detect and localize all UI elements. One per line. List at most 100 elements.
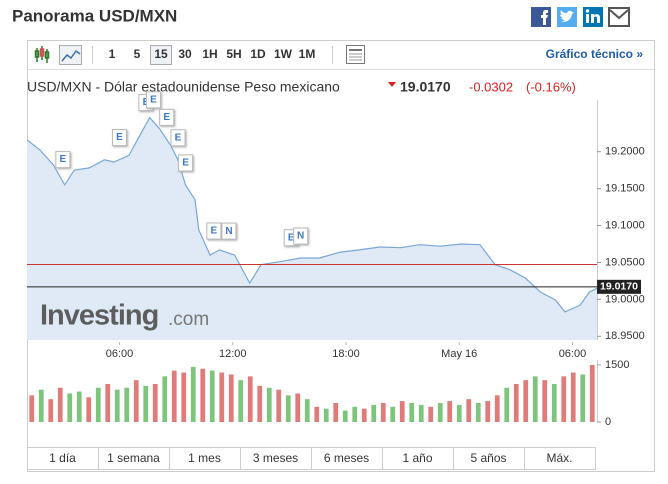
- title: Panorama USD/MXN: [12, 6, 177, 25]
- table-icon[interactable]: [346, 45, 365, 64]
- share-facebook[interactable]: [531, 7, 551, 27]
- volume-bar: [428, 406, 434, 422]
- volume-bar: [380, 402, 386, 422]
- event-marker[interactable]: [206, 222, 222, 240]
- event-marker[interactable]: [55, 151, 71, 169]
- interval-selected: [150, 45, 172, 65]
- share-email[interactable]: [608, 7, 630, 27]
- volume-bar: [570, 372, 576, 422]
- volume-bar: [171, 370, 177, 422]
- event-marker[interactable]: [293, 227, 309, 245]
- quote-change: -0.0302: [469, 79, 513, 94]
- interval-button[interactable]: 5H: [226, 47, 241, 61]
- volume-bar: [323, 408, 329, 422]
- volume-bar: [447, 401, 453, 422]
- range-label: 1 mes: [188, 451, 221, 465]
- quote-name: USD/MXN - Dólar estadounidense Peso mexi…: [27, 79, 340, 95]
- volume-bar: [266, 387, 272, 422]
- volume-bar: [143, 385, 149, 422]
- interval-button[interactable]: 1W: [274, 47, 293, 61]
- volume-bar: [133, 380, 139, 422]
- event-marker[interactable]: [145, 91, 161, 109]
- y-tick-label: 19.2000: [605, 146, 645, 158]
- event-label: E: [150, 94, 157, 105]
- volume-bar: [551, 383, 557, 422]
- interval-button[interactable]: 15: [154, 47, 168, 61]
- event-label: E: [211, 226, 218, 237]
- y-tick-label: 19.1000: [605, 219, 645, 231]
- down-arrow: [388, 82, 396, 87]
- range-label: 1 año: [402, 451, 432, 465]
- volume-bar: [76, 391, 82, 422]
- volume-bar: [409, 402, 415, 422]
- volume-bar: [95, 387, 101, 422]
- event-marker[interactable]: [221, 222, 237, 240]
- last-price-label: 19.0170: [600, 281, 638, 293]
- volume-bar: [304, 399, 310, 422]
- event-marker[interactable]: [111, 129, 127, 147]
- x-tick-label: 06:00: [559, 348, 587, 360]
- share-twitter[interactable]: [557, 7, 577, 27]
- interval-button[interactable]: 30: [178, 47, 192, 61]
- event-label: N: [225, 226, 232, 237]
- share-linkedin[interactable]: [583, 7, 603, 27]
- event-marker[interactable]: [170, 129, 186, 147]
- range-label: 1 día: [49, 451, 76, 465]
- volume-bar: [152, 383, 158, 422]
- interval-button[interactable]: 1M: [299, 47, 316, 61]
- volume-bar: [390, 406, 396, 422]
- x-tick-label: 06:00: [106, 348, 134, 360]
- x-tick-label: 18:00: [332, 348, 360, 360]
- volume-bar: [86, 397, 92, 422]
- event-label: E: [60, 154, 67, 165]
- quote-change-pct: (-0.16%): [526, 79, 576, 94]
- volume-bar: [504, 387, 510, 422]
- range-label: 5 años: [470, 451, 506, 465]
- volume-bar: [523, 380, 529, 422]
- candle-icon[interactable]: [34, 46, 50, 63]
- volume-bar: [57, 387, 63, 422]
- volume-tick-label: 1500: [605, 359, 629, 371]
- volume-bar: [456, 404, 462, 422]
- volume-tick-label: 0: [605, 416, 611, 428]
- event-label: E: [175, 132, 182, 143]
- event-label: E: [163, 112, 170, 123]
- volume-bar: [228, 374, 234, 422]
- volume-bar: [238, 380, 244, 422]
- volume-bar: [124, 387, 130, 422]
- volume-bar: [200, 368, 206, 422]
- line-icon[interactable]: [59, 45, 82, 65]
- area-fill: [27, 117, 597, 340]
- range-button[interactable]: [524, 447, 596, 470]
- y-tick-label: 18.9500: [605, 330, 645, 342]
- volume-bar: [352, 406, 358, 422]
- volume-bar: [561, 376, 567, 422]
- event-marker[interactable]: [159, 108, 175, 126]
- interval-button[interactable]: 1H: [202, 47, 217, 61]
- volume-bar: [361, 408, 367, 422]
- volume-bar: [247, 376, 253, 422]
- volume-bar: [276, 389, 282, 422]
- interval-button[interactable]: 1: [109, 47, 116, 61]
- event-label: N: [297, 231, 304, 242]
- last-price-box: [597, 279, 641, 294]
- interval-button[interactable]: 5: [134, 47, 141, 61]
- volume-bar: [38, 389, 44, 422]
- event-marker[interactable]: [178, 154, 194, 172]
- x-tick-label: 12:00: [219, 348, 247, 360]
- volume-bar: [494, 395, 500, 422]
- interval-button[interactable]: 1D: [250, 47, 266, 61]
- technical-chart-link[interactable]: Gráfico técnico »: [546, 47, 644, 61]
- volume-bar: [105, 383, 111, 422]
- y-tick-label: 19.0500: [605, 256, 645, 268]
- watermark-brand: Investing: [40, 300, 158, 332]
- x-tick-label: May 16: [441, 348, 477, 360]
- event-label: E: [182, 158, 189, 169]
- volume-bar: [209, 370, 215, 422]
- volume-bar: [532, 376, 538, 422]
- range-label: 3 meses: [253, 451, 298, 465]
- event-label: E: [116, 132, 123, 143]
- volume-bar: [67, 393, 73, 422]
- volume-bar: [466, 399, 472, 422]
